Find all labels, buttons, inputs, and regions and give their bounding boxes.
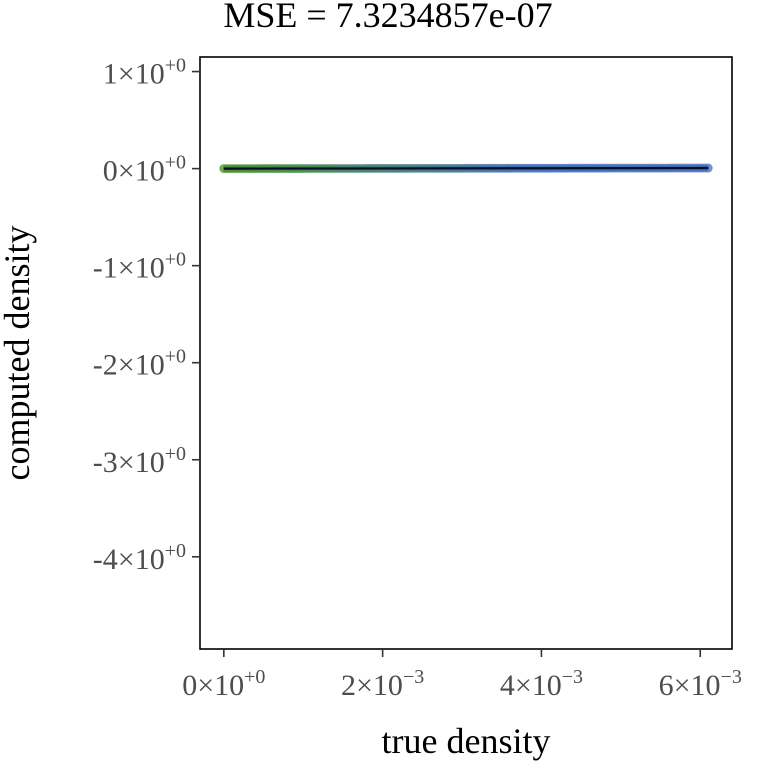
identity-line [223,166,709,170]
x-tick-label: 6×10−3 [659,666,742,702]
y-tick-label: 0×10+0 [103,152,186,188]
x-axis-title: true density [382,721,551,761]
data-points [219,163,713,174]
y-tick-label: -1×10+0 [93,249,186,285]
y-tick-label: -3×10+0 [93,443,186,479]
plot-panel [199,56,733,650]
y-tick-label: 1×10+0 [103,55,186,91]
x-tick-label: 4×10−3 [500,666,583,702]
data-point [703,163,713,173]
x-tick-label: 2×10−3 [341,666,424,702]
y-axis-ticks: 1×10+0 0×10+0 -1×10+0 -2×10+0 -3×10+0 -4×10+0 [93,55,200,576]
x-axis-ticks: 0×10+0 2×10−3 4×10−3 6×10−3 [182,649,742,702]
x-tick-label: 0×10+0 [182,666,265,702]
y-tick-label: -2×10+0 [93,346,186,382]
y-tick-label: -4×10+0 [93,540,186,576]
chart-title: MSE = 7.3234857e-07 [223,0,552,35]
y-axis-title: computed density [0,226,37,481]
